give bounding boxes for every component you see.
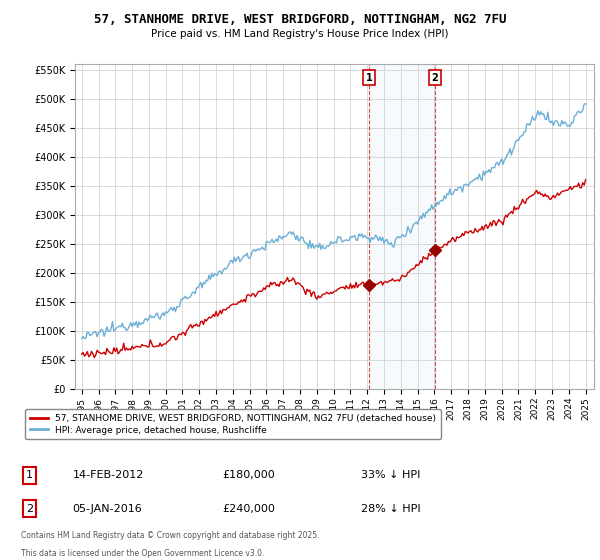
Text: 57, STANHOME DRIVE, WEST BRIDGFORD, NOTTINGHAM, NG2 7FU: 57, STANHOME DRIVE, WEST BRIDGFORD, NOTT… [94,13,506,26]
Text: 2: 2 [26,504,33,514]
Text: 14-FEB-2012: 14-FEB-2012 [73,470,144,480]
Text: 05-JAN-2016: 05-JAN-2016 [73,504,142,514]
Text: Contains HM Land Registry data © Crown copyright and database right 2025.: Contains HM Land Registry data © Crown c… [21,531,319,540]
Text: 33% ↓ HPI: 33% ↓ HPI [361,470,420,480]
Text: 1: 1 [366,72,373,82]
Text: 1: 1 [26,470,33,480]
Text: £240,000: £240,000 [223,504,275,514]
Text: 2: 2 [431,72,438,82]
Bar [369,64,435,389]
Legend: 57, STANHOME DRIVE, WEST BRIDGFORD, NOTTINGHAM, NG2 7FU (detached house), HPI: A: 57, STANHOME DRIVE, WEST BRIDGFORD, NOTT… [25,409,440,439]
Text: This data is licensed under the Open Government Licence v3.0.: This data is licensed under the Open Gov… [21,549,264,558]
Text: 28% ↓ HPI: 28% ↓ HPI [361,504,420,514]
Text: Price paid vs. HM Land Registry's House Price Index (HPI): Price paid vs. HM Land Registry's House … [151,29,449,39]
Text: £180,000: £180,000 [223,470,275,480]
